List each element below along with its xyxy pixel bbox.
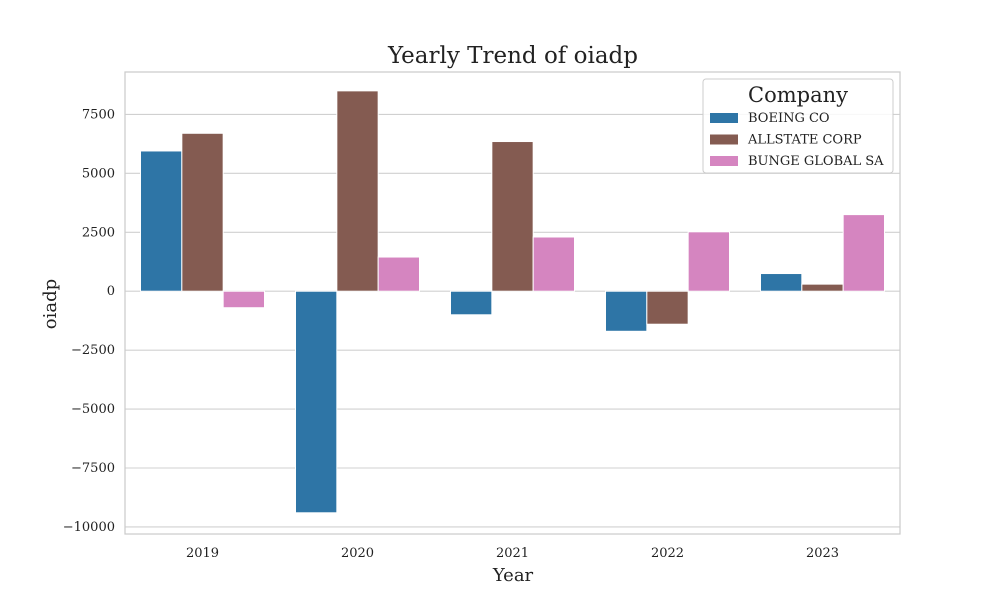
x-tick-label: 2019 <box>186 546 219 561</box>
bar <box>450 290 493 316</box>
bar <box>491 141 534 292</box>
y-tick-label: −10000 <box>63 520 115 535</box>
bar <box>532 236 576 292</box>
y-tick-label: 5000 <box>82 166 115 181</box>
x-tick-label: 2023 <box>806 546 839 561</box>
x-tick-label: 2022 <box>651 546 684 561</box>
y-tick-label: −5000 <box>71 402 115 417</box>
bar <box>687 231 731 292</box>
bar <box>295 290 338 514</box>
bar <box>140 150 183 292</box>
bar <box>377 256 420 292</box>
legend-swatch <box>710 113 738 123</box>
bar <box>336 90 379 292</box>
bar <box>760 273 803 292</box>
bar <box>181 132 224 292</box>
legend: Company BOEING CO ALLSTATE CORP BUNGE GLOB… <box>702 78 894 174</box>
axes: −10000 −7500 −5000 −2500 0 2500 5000 7500 2019 20… <box>63 71 901 561</box>
x-axis-label: Year <box>492 565 534 586</box>
chart-title: Yearly Trend of oiadp <box>387 43 638 69</box>
plot-frame <box>124 71 901 535</box>
legend-entry: BUNGE GLOBAL SA <box>748 154 884 169</box>
bar <box>222 290 266 309</box>
y-tick-label: −2500 <box>71 343 115 358</box>
bar <box>605 290 648 332</box>
bars <box>140 90 886 514</box>
x-tick-label: 2020 <box>341 546 374 561</box>
legend-swatch <box>710 134 738 145</box>
legend-entry: BOEING CO <box>748 111 830 126</box>
y-tick-label: −7500 <box>71 461 115 476</box>
legend-title: Company <box>748 83 848 107</box>
y-axis-label: oiadp <box>40 279 61 329</box>
y-tick-label: 2500 <box>82 225 115 240</box>
bar <box>646 290 689 325</box>
legend-box <box>702 78 894 174</box>
bar <box>842 214 886 292</box>
bar <box>801 283 844 292</box>
y-tick-label: 0 <box>107 284 115 299</box>
legend-entry: ALLSTATE CORP <box>747 133 862 148</box>
legend-swatch <box>710 156 738 166</box>
x-tick-label: 2021 <box>496 546 529 561</box>
y-tick-label: 7500 <box>82 107 115 122</box>
